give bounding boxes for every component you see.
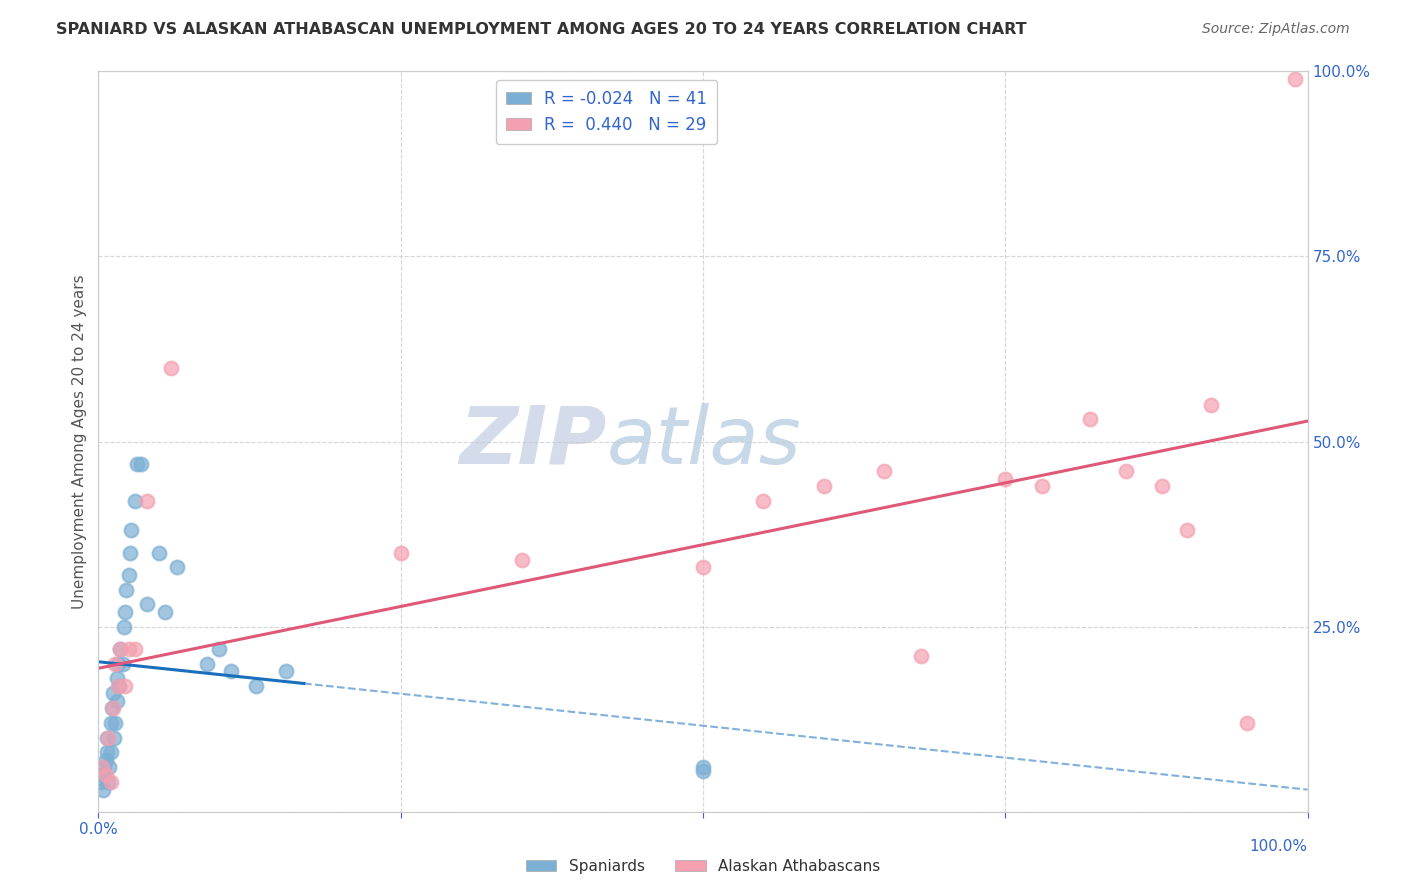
Point: [120, 524, 142, 538]
Point: [135, 493, 157, 508]
Point: [389, 546, 412, 560]
Point: [108, 641, 131, 656]
Point: [93, 760, 115, 774]
Point: [100, 715, 122, 730]
Point: [1031, 479, 1053, 493]
Point: [1175, 524, 1198, 538]
Point: [274, 664, 297, 678]
Point: [108, 641, 131, 656]
Point: [124, 493, 146, 508]
Point: [105, 694, 128, 708]
Point: [195, 657, 218, 671]
Point: [94, 753, 117, 767]
Point: [692, 560, 714, 574]
Point: [108, 679, 131, 693]
Point: [873, 464, 896, 478]
Point: [101, 701, 124, 715]
Point: [94, 767, 117, 781]
Legend: R = -0.024   N = 41, R =  0.440   N = 29: R = -0.024 N = 41, R = 0.440 N = 29: [495, 79, 717, 144]
Text: SPANIARD VS ALASKAN ATHABASCAN UNEMPLOYMENT AMONG AGES 20 TO 24 YEARS CORRELATIO: SPANIARD VS ALASKAN ATHABASCAN UNEMPLOYM…: [56, 22, 1026, 37]
Point: [752, 493, 775, 508]
Point: [124, 641, 146, 656]
Point: [107, 657, 129, 671]
Point: [135, 598, 157, 612]
Point: [1152, 479, 1174, 493]
Point: [91, 760, 114, 774]
Point: [1284, 71, 1306, 86]
Legend: Spaniards, Alaskan Athabascans: Spaniards, Alaskan Athabascans: [520, 853, 886, 880]
Point: [118, 641, 141, 656]
Point: [96, 746, 118, 760]
Point: [692, 760, 714, 774]
Point: [105, 672, 128, 686]
Point: [97, 731, 120, 745]
Point: [1078, 412, 1101, 426]
Point: [118, 546, 141, 560]
Point: [97, 775, 120, 789]
Point: [98, 760, 121, 774]
Text: atlas: atlas: [606, 402, 801, 481]
Point: [114, 605, 136, 619]
Point: [115, 582, 138, 597]
Point: [160, 360, 183, 375]
Text: ZIP: ZIP: [458, 402, 606, 481]
Text: Source: ZipAtlas.com: Source: ZipAtlas.com: [1202, 22, 1350, 37]
Point: [112, 619, 135, 633]
Point: [148, 546, 170, 560]
Point: [1236, 715, 1258, 730]
Point: [166, 560, 188, 574]
Point: [153, 605, 176, 619]
Point: [910, 649, 932, 664]
Point: [114, 679, 136, 693]
Text: 100.0%: 100.0%: [1250, 839, 1308, 855]
Point: [127, 457, 149, 471]
Point: [103, 731, 125, 745]
Point: [245, 679, 267, 693]
Point: [994, 471, 1017, 485]
Point: [104, 715, 127, 730]
Point: [107, 679, 129, 693]
Point: [100, 701, 122, 715]
Point: [692, 764, 714, 778]
Point: [813, 479, 835, 493]
Point: [91, 782, 114, 797]
Point: [221, 664, 243, 678]
Point: [101, 686, 124, 700]
Point: [510, 553, 533, 567]
Point: [1115, 464, 1137, 478]
Point: [100, 746, 122, 760]
Point: [129, 457, 152, 471]
Point: [118, 567, 141, 582]
Point: [100, 775, 122, 789]
Point: [91, 767, 114, 781]
Y-axis label: Unemployment Among Ages 20 to 24 years: Unemployment Among Ages 20 to 24 years: [72, 274, 87, 609]
Point: [96, 731, 118, 745]
Point: [104, 657, 127, 671]
Point: [90, 775, 112, 789]
Point: [1199, 397, 1222, 411]
Point: [111, 657, 134, 671]
Point: [208, 641, 231, 656]
